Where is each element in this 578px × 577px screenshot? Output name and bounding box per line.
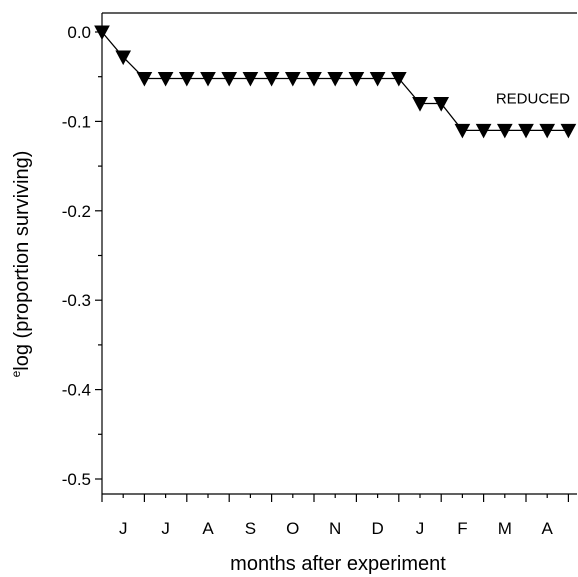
series-point [94, 25, 110, 41]
x-ticks: JJASONDJFMAM [101, 494, 570, 538]
axes [101, 12, 577, 495]
x-tick-label: J [161, 519, 170, 538]
series-point [560, 123, 577, 139]
series-point [136, 71, 153, 87]
series-point [242, 71, 259, 87]
x-tick-label: A [542, 519, 554, 538]
y-axis-title: elog (proportion surviving) [9, 151, 33, 378]
series-point [263, 71, 280, 87]
series-point [390, 71, 407, 87]
series-point [539, 123, 556, 139]
x-tick-label: O [286, 519, 299, 538]
labels-layer: REDUCED [496, 90, 570, 107]
series-point [200, 71, 216, 87]
x-tick-label: J [416, 519, 425, 538]
y-tick-label: -0.5 [62, 470, 91, 489]
x-axis-title: months after experiment [230, 553, 446, 575]
y-tick-label: -0.4 [62, 381, 91, 400]
series-point [348, 71, 365, 87]
series-point [433, 97, 450, 112]
series-point [369, 71, 386, 87]
series-label: REDUCED [496, 90, 570, 107]
y-axis-title-main: log (proportion surviving) [11, 151, 33, 371]
x-tick-label: F [457, 519, 467, 538]
x-tick-label: D [371, 519, 383, 538]
series-point [496, 123, 513, 139]
series-point [306, 71, 322, 87]
series-point [518, 123, 534, 139]
series-point [284, 71, 301, 87]
y-tick-label: 0.0 [67, 23, 91, 42]
series-point [221, 71, 238, 87]
y-tick-label: -0.1 [62, 112, 91, 131]
x-tick-label: M [498, 519, 512, 538]
x-tick-label: A [202, 519, 214, 538]
series-point [157, 71, 174, 87]
series-point [178, 71, 195, 87]
series-point [412, 97, 428, 112]
x-tick-label: J [119, 519, 128, 538]
series-point [475, 123, 492, 139]
x-tick-label: N [329, 519, 341, 538]
series-point [454, 123, 471, 139]
y-axis-title-superscript: e [9, 370, 23, 377]
y-ticks: 0.0 -0.1 -0.2 -0.3 -0.4 -0.5 [62, 23, 102, 489]
y-tick-label: -0.3 [62, 291, 91, 310]
series-point [327, 71, 344, 87]
x-tick-label: S [245, 519, 256, 538]
series-layer [94, 25, 577, 139]
y-tick-label: -0.2 [62, 202, 91, 221]
series-point [115, 50, 132, 66]
series-reduced [94, 25, 577, 139]
